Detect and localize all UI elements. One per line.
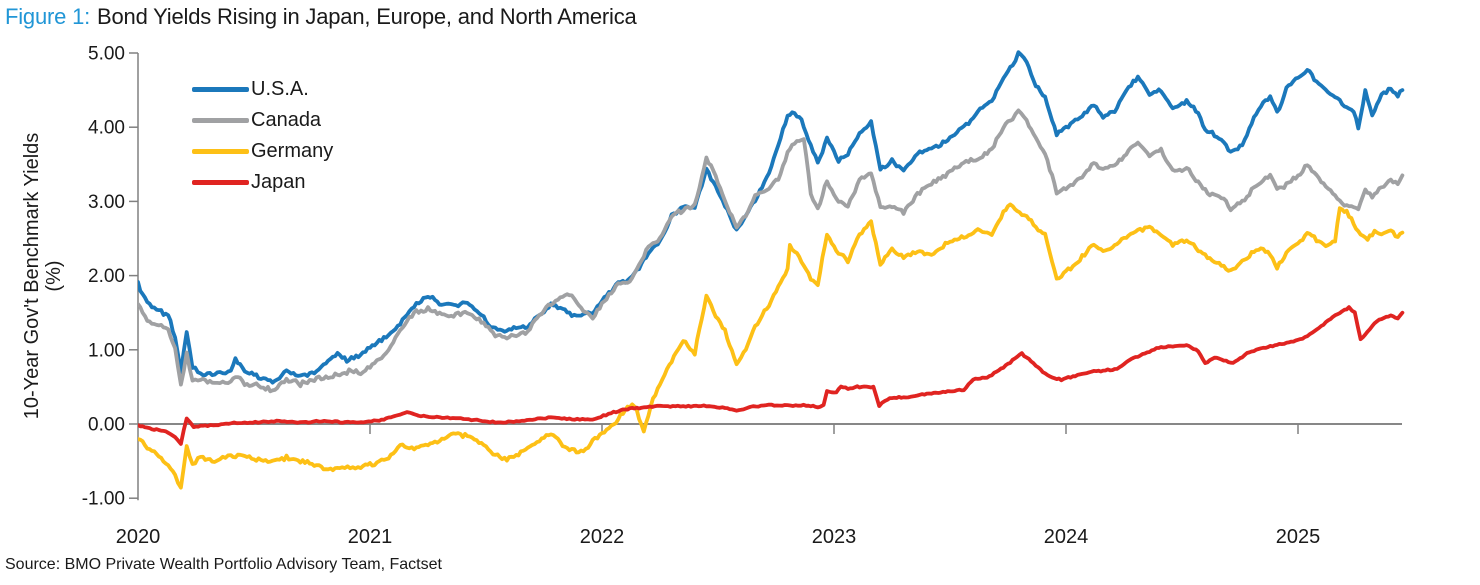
legend-label-japan: Japan xyxy=(251,171,306,193)
x-tick-label: 2025 xyxy=(1276,526,1321,548)
figure-number: Figure 1: xyxy=(5,4,91,29)
legend-item-usa: U.S.A. xyxy=(192,74,333,105)
series-line-usa xyxy=(138,50,1405,385)
legend-label-canada: Canada xyxy=(251,109,322,131)
y-tick-label: 2.00 xyxy=(88,266,125,287)
legend-swatch-usa xyxy=(192,87,249,92)
series-line-germany xyxy=(138,202,1405,490)
legend-label-germany: Germany xyxy=(251,140,334,162)
x-tick-label: 2022 xyxy=(580,526,625,548)
y-tick-label: 0.00 xyxy=(88,415,125,436)
y-tick-label: -1.00 xyxy=(82,489,125,510)
figure-title: Figure 1: Bond Yields Rising in Japan, Eu… xyxy=(5,4,637,30)
y-tick-label: 4.00 xyxy=(88,118,125,139)
legend-swatch-canada xyxy=(192,118,249,123)
legend-swatch-germany xyxy=(192,149,249,154)
legend-swatch-japan xyxy=(192,180,249,185)
y-tick-label: 3.00 xyxy=(88,192,125,213)
legend-label-usa: U.S.A. xyxy=(251,78,309,100)
y-tick-label: 5.00 xyxy=(88,44,125,65)
y-tick-label: 1.00 xyxy=(88,340,125,361)
y-axis-title: 10-Year Gov't Benchmark Yields (%) xyxy=(21,46,67,506)
x-tick-label: 2020 xyxy=(116,526,161,548)
x-tick-label: 2021 xyxy=(348,526,393,548)
y-axis-title-units: (%) xyxy=(43,260,65,292)
figure-title-text: Bond Yields Rising in Japan, Europe, and… xyxy=(97,4,637,29)
legend-item-canada: Canada xyxy=(192,105,333,136)
x-tick-label: 2024 xyxy=(1044,526,1089,548)
legend-item-germany: Germany xyxy=(192,136,333,167)
x-tick-label: 2023 xyxy=(812,526,857,548)
legend: U.S.A. Canada Germany Japan xyxy=(192,74,333,198)
y-axis-title-line1: 10-Year Gov't Benchmark Yields xyxy=(21,132,43,420)
series-line-canada xyxy=(138,108,1405,394)
series-line-japan xyxy=(138,305,1405,446)
source-attribution: Source: BMO Private Wealth Portfolio Adv… xyxy=(5,556,442,573)
legend-item-japan: Japan xyxy=(192,167,333,198)
